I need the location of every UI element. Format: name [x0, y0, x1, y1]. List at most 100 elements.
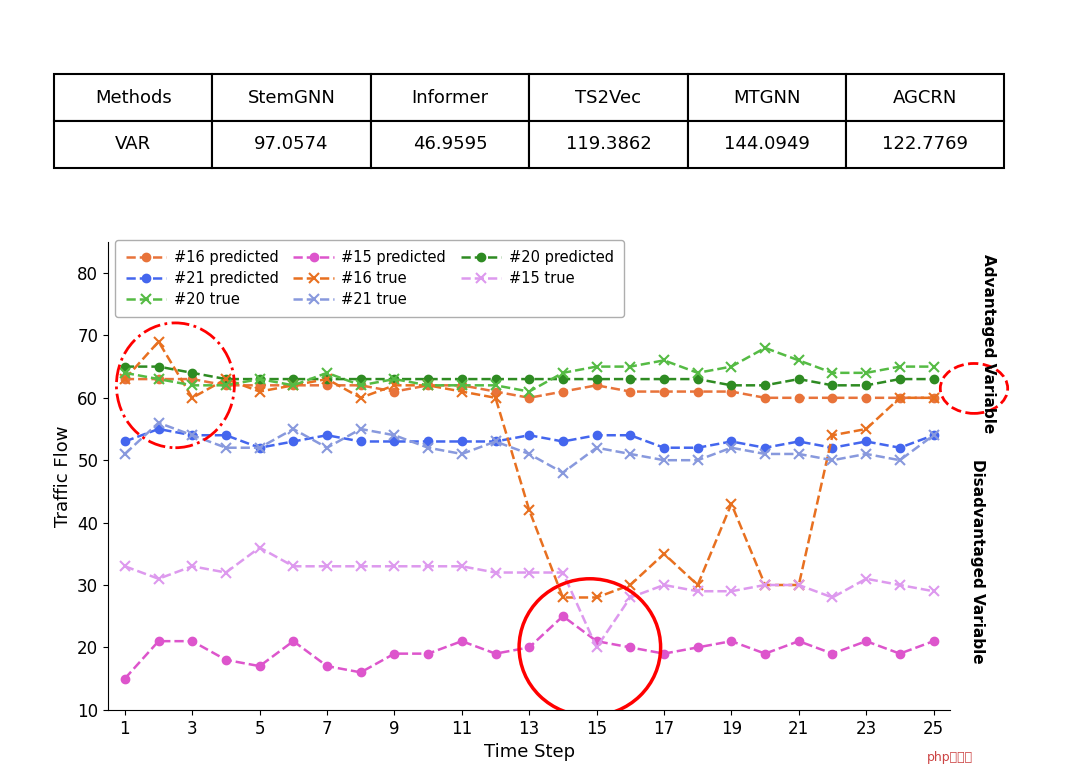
#16 predicted	[456, 381, 469, 390]
#20 true	[893, 362, 906, 371]
#20 true	[758, 343, 771, 353]
#15 predicted	[927, 636, 940, 646]
#20 predicted	[186, 368, 199, 378]
#20 true	[860, 368, 873, 378]
#21 predicted	[691, 443, 704, 452]
#15 predicted	[758, 649, 771, 658]
#16 true	[287, 381, 300, 390]
#16 predicted	[489, 387, 502, 396]
#16 true	[860, 424, 873, 434]
#20 true	[590, 362, 603, 371]
#16 true	[388, 381, 401, 390]
#21 predicted	[152, 424, 165, 434]
#21 true	[152, 418, 165, 427]
#21 true	[860, 449, 873, 459]
#20 true	[354, 381, 367, 390]
#20 predicted	[219, 374, 232, 384]
#21 true	[927, 431, 940, 440]
#20 predicted	[826, 381, 839, 390]
#16 predicted	[287, 381, 300, 390]
#20 predicted	[119, 362, 132, 371]
#15 true	[119, 562, 132, 571]
#21 true	[489, 437, 502, 446]
#15 true	[321, 562, 334, 571]
#15 predicted	[253, 661, 266, 671]
#16 true	[658, 549, 671, 558]
#15 true	[556, 568, 569, 577]
#20 predicted	[388, 374, 401, 384]
Text: Advantaged Variable: Advantaged Variable	[981, 254, 996, 433]
Y-axis label: Traffic Flow: Traffic Flow	[54, 425, 71, 526]
#20 predicted	[758, 381, 771, 390]
#20 true	[421, 381, 434, 390]
#20 predicted	[624, 374, 637, 384]
#21 predicted	[624, 431, 637, 440]
#16 true	[826, 431, 839, 440]
#16 predicted	[119, 374, 132, 384]
#20 predicted	[354, 374, 367, 384]
#20 true	[691, 368, 704, 378]
#15 true	[219, 568, 232, 577]
#21 true	[219, 443, 232, 452]
#16 predicted	[219, 381, 232, 390]
#16 true	[758, 580, 771, 590]
#21 predicted	[421, 437, 434, 446]
Line: #15 predicted: #15 predicted	[121, 612, 937, 682]
#20 predicted	[893, 374, 906, 384]
#16 true	[725, 499, 738, 509]
Line: #21 true: #21 true	[120, 418, 939, 477]
#16 true	[489, 393, 502, 402]
#16 predicted	[421, 381, 434, 390]
Line: #21 predicted: #21 predicted	[121, 425, 937, 452]
#21 true	[186, 431, 199, 440]
#20 predicted	[725, 381, 738, 390]
#15 predicted	[388, 649, 401, 658]
#15 predicted	[590, 636, 603, 646]
#15 true	[793, 580, 806, 590]
#15 predicted	[793, 636, 806, 646]
#16 true	[624, 580, 637, 590]
#21 true	[624, 449, 637, 459]
#20 predicted	[793, 374, 806, 384]
Line: #16 predicted: #16 predicted	[121, 375, 937, 402]
#20 predicted	[421, 374, 434, 384]
#20 true	[793, 356, 806, 365]
#21 true	[388, 431, 401, 440]
#16 true	[119, 374, 132, 384]
#20 predicted	[152, 362, 165, 371]
#21 predicted	[456, 437, 469, 446]
#16 true	[219, 374, 232, 384]
#16 true	[590, 593, 603, 602]
#15 true	[725, 587, 738, 596]
#15 true	[388, 562, 401, 571]
#20 predicted	[253, 374, 266, 384]
#20 true	[219, 381, 232, 390]
#15 predicted	[658, 649, 671, 658]
#21 predicted	[893, 443, 906, 452]
#15 predicted	[691, 643, 704, 652]
#16 true	[321, 374, 334, 384]
#21 true	[287, 424, 300, 434]
#20 true	[725, 362, 738, 371]
#21 true	[826, 456, 839, 465]
#15 predicted	[624, 643, 637, 652]
#20 true	[658, 356, 671, 365]
#16 true	[152, 337, 165, 346]
Line: #20 predicted: #20 predicted	[121, 363, 937, 389]
X-axis label: Time Step: Time Step	[484, 743, 575, 761]
#20 true	[556, 368, 569, 378]
#21 predicted	[523, 431, 536, 440]
#15 true	[354, 562, 367, 571]
#20 true	[927, 362, 940, 371]
#16 true	[186, 393, 199, 402]
#16 true	[354, 393, 367, 402]
#21 true	[321, 443, 334, 452]
#15 predicted	[456, 636, 469, 646]
#15 predicted	[119, 674, 132, 683]
#15 predicted	[489, 649, 502, 658]
#20 true	[456, 381, 469, 390]
#15 predicted	[219, 655, 232, 665]
#21 predicted	[321, 431, 334, 440]
#16 true	[691, 580, 704, 590]
#21 predicted	[186, 431, 199, 440]
